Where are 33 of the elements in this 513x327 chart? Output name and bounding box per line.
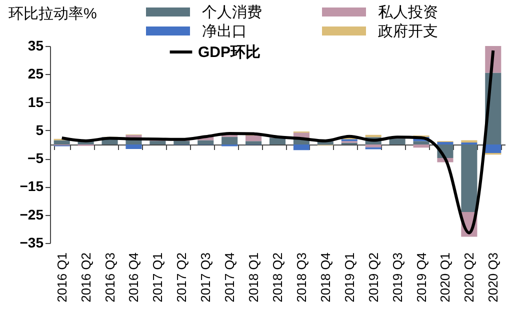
x-tick-label: 2016 Q1 — [54, 252, 70, 302]
x-tick-label: 2016 Q3 — [102, 252, 118, 302]
x-tick-label: 2019 Q2 — [366, 252, 381, 302]
x-tick-label: 2017 Q1 — [150, 252, 166, 302]
x-tick-label: 2016 Q2 — [78, 252, 94, 302]
x-tick-label: 2020 Q3 — [486, 252, 501, 302]
y-tick-label: 35 — [28, 38, 44, 54]
legend-label: 个人消费 — [202, 4, 262, 21]
x-tick-label: 2018 Q3 — [294, 252, 309, 302]
legend-label: 净出口 — [202, 23, 247, 40]
legend-label: GDP环比 — [198, 44, 261, 61]
x-tick-label: 2017 Q4 — [222, 252, 238, 302]
y-tick-label: −5 — [28, 150, 44, 166]
x-tick-label: 2019 Q3 — [390, 252, 405, 302]
y-tick-label: 25 — [28, 66, 44, 82]
legend-label: 政府开支 — [378, 23, 438, 40]
x-tick-label: 2017 Q2 — [174, 252, 190, 302]
y-tick-label: −25 — [20, 206, 44, 222]
y-tick-label: 5 — [36, 122, 44, 138]
x-tick-label: 2017 Q3 — [198, 252, 214, 302]
legend-label: 私人投资 — [378, 4, 438, 21]
x-tick-label: 2016 Q4 — [126, 252, 142, 302]
y-tick-label: −35 — [20, 234, 44, 250]
x-tick-label: 2020 Q2 — [462, 252, 477, 302]
y-tick-label: 15 — [28, 94, 44, 110]
x-tick-label: 2019 Q4 — [414, 252, 429, 302]
x-tick-label: 2018 Q4 — [318, 252, 333, 302]
y-axis-title: 环比拉动率% — [8, 6, 97, 22]
x-tick-label: 2019 Q1 — [342, 252, 357, 302]
x-tick-label: 2020 Q1 — [438, 252, 453, 302]
y-tick-label: −15 — [20, 178, 44, 194]
x-tick-label: 2018 Q2 — [270, 252, 285, 302]
x-tick-label: 2018 Q1 — [246, 252, 262, 302]
